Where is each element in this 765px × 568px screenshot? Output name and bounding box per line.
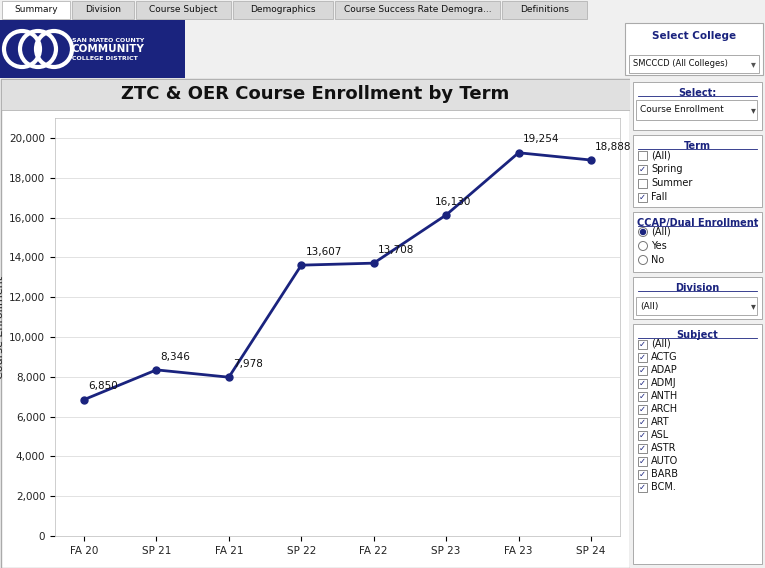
Text: ARCH: ARCH (651, 404, 678, 414)
Text: ✓: ✓ (639, 404, 646, 414)
FancyBboxPatch shape (233, 1, 333, 19)
FancyBboxPatch shape (638, 179, 647, 188)
Text: Spring: Spring (651, 164, 682, 174)
FancyBboxPatch shape (629, 55, 759, 73)
Text: ✓: ✓ (639, 417, 646, 427)
Text: (All): (All) (651, 339, 671, 349)
Text: (All): (All) (651, 227, 671, 237)
Text: Summer: Summer (651, 178, 692, 188)
FancyBboxPatch shape (638, 193, 647, 202)
FancyBboxPatch shape (633, 212, 762, 272)
Text: No: No (651, 255, 664, 265)
Text: Select College: Select College (652, 31, 736, 41)
FancyBboxPatch shape (335, 1, 500, 19)
Text: ✓: ✓ (639, 378, 646, 387)
Text: SMCCCD (All Colleges): SMCCCD (All Colleges) (633, 60, 728, 69)
FancyBboxPatch shape (136, 1, 231, 19)
FancyBboxPatch shape (2, 1, 70, 19)
Text: 8,346: 8,346 (161, 352, 190, 362)
FancyBboxPatch shape (638, 470, 647, 479)
FancyBboxPatch shape (638, 353, 647, 362)
FancyBboxPatch shape (638, 366, 647, 375)
Text: ✓: ✓ (639, 431, 646, 440)
Text: ADAP: ADAP (651, 365, 678, 375)
Text: Select:: Select: (679, 88, 717, 98)
Text: ADMJ: ADMJ (651, 378, 676, 388)
Text: (All): (All) (651, 150, 671, 160)
Text: ✓: ✓ (639, 353, 646, 361)
Text: ZTC & OER Course Enrollment by Term: ZTC & OER Course Enrollment by Term (121, 85, 509, 103)
Text: ASTR: ASTR (651, 443, 676, 453)
FancyBboxPatch shape (1, 78, 630, 567)
Text: ✓: ✓ (639, 165, 646, 173)
FancyBboxPatch shape (638, 165, 647, 174)
FancyBboxPatch shape (638, 418, 647, 427)
FancyBboxPatch shape (638, 431, 647, 440)
Text: 6,850: 6,850 (88, 381, 118, 391)
Text: ✓: ✓ (639, 457, 646, 466)
Text: ▾: ▾ (751, 59, 756, 69)
Text: ▾: ▾ (751, 105, 756, 115)
Text: ASL: ASL (651, 430, 669, 440)
Text: ACTG: ACTG (651, 352, 678, 362)
Text: Definitions: Definitions (520, 5, 569, 14)
Text: Demographics: Demographics (250, 5, 316, 14)
FancyBboxPatch shape (638, 444, 647, 453)
FancyBboxPatch shape (638, 392, 647, 401)
Text: ▾: ▾ (751, 301, 756, 311)
FancyBboxPatch shape (625, 23, 763, 75)
Circle shape (640, 229, 646, 235)
Text: Term: Term (684, 141, 711, 151)
Y-axis label: Course Enrollment: Course Enrollment (0, 275, 5, 378)
Text: ✓: ✓ (639, 470, 646, 478)
Text: Course Enrollment: Course Enrollment (640, 106, 724, 115)
FancyBboxPatch shape (638, 405, 647, 414)
Text: ✓: ✓ (639, 340, 646, 349)
Text: ✓: ✓ (639, 391, 646, 400)
Text: Division: Division (675, 283, 720, 293)
Text: AUTO: AUTO (651, 456, 679, 466)
FancyBboxPatch shape (0, 20, 185, 78)
FancyBboxPatch shape (633, 277, 762, 319)
Text: COMMUNITY: COMMUNITY (72, 44, 145, 54)
FancyBboxPatch shape (636, 100, 757, 120)
Text: 13,708: 13,708 (378, 245, 415, 255)
Text: BCM.: BCM. (651, 482, 675, 492)
Text: Summary: Summary (15, 5, 58, 14)
Text: 18,888: 18,888 (595, 141, 632, 152)
FancyBboxPatch shape (638, 340, 647, 349)
Text: ✓: ✓ (639, 444, 646, 453)
Text: 16,130: 16,130 (435, 197, 471, 207)
Text: Fall: Fall (651, 192, 667, 202)
FancyBboxPatch shape (72, 1, 134, 19)
FancyBboxPatch shape (636, 297, 757, 315)
Text: COLLEGE DISTRICT: COLLEGE DISTRICT (72, 56, 138, 61)
FancyBboxPatch shape (638, 483, 647, 492)
FancyBboxPatch shape (638, 151, 647, 160)
Text: CCAP/Dual Enrollment: CCAP/Dual Enrollment (636, 218, 758, 228)
Text: ✓: ✓ (639, 193, 646, 202)
Text: (All): (All) (640, 302, 659, 311)
Text: ANTH: ANTH (651, 391, 679, 401)
Text: 7,978: 7,978 (233, 359, 263, 369)
FancyBboxPatch shape (1, 78, 630, 110)
Text: Yes: Yes (651, 241, 667, 251)
FancyBboxPatch shape (633, 324, 762, 564)
Text: SAN MATEO COUNTY: SAN MATEO COUNTY (72, 37, 145, 43)
Text: ART: ART (651, 417, 669, 427)
Text: Course Success Rate Demogra...: Course Success Rate Demogra... (343, 5, 491, 14)
Text: 19,254: 19,254 (522, 135, 559, 144)
Text: Subject: Subject (676, 330, 718, 340)
FancyBboxPatch shape (638, 457, 647, 466)
FancyBboxPatch shape (633, 135, 762, 207)
Text: BARB: BARB (651, 469, 678, 479)
FancyBboxPatch shape (638, 379, 647, 388)
FancyBboxPatch shape (633, 82, 762, 130)
Text: Division: Division (85, 5, 121, 14)
Text: Course Subject: Course Subject (149, 5, 218, 14)
Text: ✓: ✓ (639, 482, 646, 491)
Text: ✓: ✓ (639, 365, 646, 374)
FancyBboxPatch shape (502, 1, 587, 19)
Text: 13,607: 13,607 (305, 247, 342, 257)
